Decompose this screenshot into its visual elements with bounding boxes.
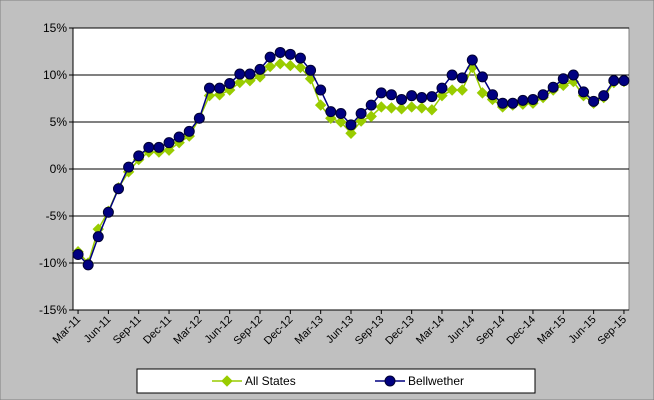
data-point	[214, 82, 226, 94]
data-point	[234, 76, 246, 89]
data-point	[557, 73, 569, 85]
data-point	[608, 75, 620, 87]
data-point	[476, 87, 489, 99]
legend-box	[136, 368, 536, 394]
legend-marker	[384, 375, 396, 387]
data-point	[517, 94, 529, 106]
data-point	[264, 51, 276, 63]
data-point	[153, 141, 165, 153]
data-point	[618, 75, 630, 87]
data-point	[345, 119, 357, 131]
data-point	[72, 249, 84, 261]
legend-label: All States	[245, 374, 296, 388]
data-point	[598, 90, 610, 102]
legend-label: Bellwether	[408, 374, 464, 388]
data-point	[163, 144, 175, 156]
data-point	[446, 84, 458, 96]
data-point	[436, 82, 448, 94]
data-point	[234, 68, 246, 80]
data-point	[244, 68, 256, 80]
data-point	[335, 108, 347, 120]
data-point	[497, 97, 509, 109]
y-tick-label: 5%	[50, 115, 68, 129]
data-point	[92, 231, 104, 243]
data-point	[446, 69, 458, 81]
y-tick-label: -10%	[39, 256, 67, 270]
data-point	[183, 125, 195, 137]
data-point	[567, 69, 579, 81]
data-point	[365, 99, 377, 111]
data-point	[123, 161, 135, 173]
data-point	[224, 77, 236, 89]
data-point	[426, 104, 438, 116]
data-point	[143, 141, 155, 153]
data-point	[264, 60, 276, 73]
data-point	[355, 115, 367, 127]
data-point	[476, 71, 488, 83]
data-point	[487, 89, 499, 101]
data-point	[294, 61, 307, 74]
data-point	[395, 103, 408, 115]
data-point	[456, 84, 468, 96]
data-point	[355, 108, 367, 120]
data-point	[254, 71, 266, 83]
data-point	[314, 99, 327, 111]
data-point	[102, 206, 114, 218]
data-point	[405, 101, 418, 113]
data-point	[254, 63, 266, 75]
data-point	[365, 110, 377, 123]
data-point	[385, 102, 398, 114]
data-point	[527, 93, 539, 105]
data-point	[507, 97, 519, 109]
data-point	[436, 89, 448, 102]
data-point	[385, 89, 397, 101]
legend-marker	[221, 375, 233, 387]
data-point	[163, 137, 175, 149]
data-point	[406, 90, 418, 102]
data-point	[456, 72, 468, 84]
data-point	[375, 87, 387, 99]
data-point	[325, 106, 337, 118]
data-point	[274, 58, 286, 70]
data-point	[537, 89, 549, 101]
y-tick-label: 15%	[43, 21, 67, 35]
data-point	[274, 46, 286, 58]
data-point	[588, 95, 600, 107]
data-point	[133, 150, 145, 162]
data-point	[345, 127, 357, 139]
data-point	[396, 93, 408, 105]
data-point	[193, 112, 205, 124]
y-tick-label: 0%	[50, 162, 68, 176]
data-point	[426, 91, 438, 103]
data-point	[416, 92, 428, 104]
data-point	[82, 259, 94, 271]
data-point	[416, 102, 428, 114]
data-point	[203, 82, 215, 94]
data-point	[315, 84, 327, 96]
data-point	[335, 116, 347, 128]
data-point	[284, 59, 297, 72]
data-point	[112, 183, 124, 195]
y-tick-label: -5%	[46, 209, 68, 223]
data-point	[284, 48, 296, 60]
data-point	[294, 52, 306, 64]
data-point	[203, 89, 216, 102]
data-point	[466, 54, 478, 66]
data-point	[305, 64, 317, 76]
data-point	[547, 81, 559, 93]
y-tick-label: 10%	[43, 68, 67, 82]
data-point	[578, 86, 590, 98]
y-tick-label: -15%	[39, 303, 67, 317]
data-point	[375, 101, 388, 113]
data-point	[173, 131, 185, 143]
